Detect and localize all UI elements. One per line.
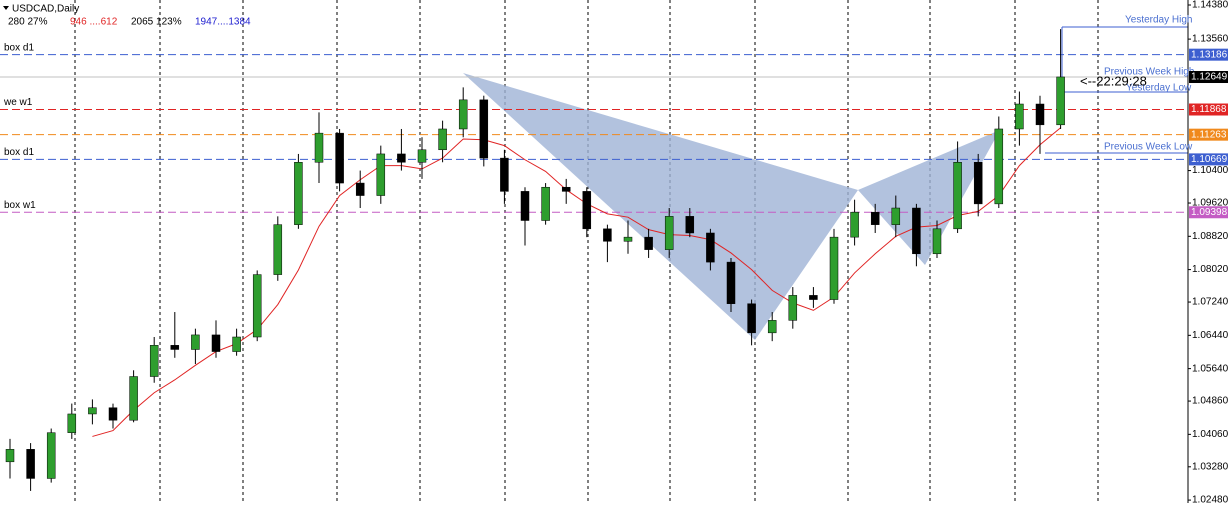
- price-tag: [1189, 71, 1228, 84]
- candle-body: [664, 216, 674, 250]
- annotation: Yesterday Low: [1126, 83, 1192, 94]
- candle-body: [623, 236, 633, 242]
- y-tick-label: 1.13560: [1192, 34, 1228, 45]
- y-tick-label: 1.14380: [1192, 0, 1228, 11]
- candle-body: [541, 186, 550, 221]
- candle-body: [809, 295, 818, 300]
- price-tag-label: 1.10669: [1191, 154, 1228, 165]
- y-tick-label: 1.05640: [1192, 363, 1228, 374]
- annotation: Yesterday High: [1125, 15, 1192, 26]
- price-tag-label: 1.11868: [1191, 104, 1227, 115]
- y-tick-label: 1.08020: [1192, 264, 1228, 275]
- candle-body: [5, 449, 15, 463]
- candle-body: [170, 345, 180, 350]
- candle-body: [88, 407, 97, 415]
- candle-body: [67, 413, 77, 433]
- candle-body: [149, 345, 159, 377]
- candle-body: [582, 191, 592, 230]
- candle-body: [603, 228, 612, 242]
- info-text: 280 27%: [8, 17, 48, 28]
- candle-body: [1035, 103, 1045, 126]
- price-tag: [1189, 48, 1228, 61]
- annotation: Previous Week Low: [1104, 142, 1193, 153]
- level-name: box w1: [4, 200, 36, 211]
- candle-body: [561, 186, 571, 192]
- candle-body: [644, 236, 653, 250]
- candle-body: [726, 261, 736, 304]
- candle-body: [850, 211, 859, 238]
- candle-body: [108, 407, 118, 421]
- candle-body: [1056, 76, 1065, 126]
- price-tag: [1189, 153, 1228, 166]
- candle-body: [232, 336, 241, 352]
- candle-body: [953, 162, 962, 230]
- candle-body: [767, 320, 777, 334]
- price-tag-label: 1.09398: [1191, 207, 1228, 218]
- candle-body: [273, 224, 283, 275]
- candle-body: [129, 376, 138, 421]
- candle-body: [417, 149, 427, 163]
- price-tag-label: 1.12649: [1191, 72, 1228, 83]
- y-tick-label: 1.03280: [1192, 461, 1228, 472]
- candle-body: [1015, 103, 1024, 130]
- harmonic-pattern: [858, 130, 1000, 265]
- candle-body: [891, 207, 901, 225]
- candle-body: [479, 99, 489, 159]
- price-tag-label: 1.13186: [1191, 49, 1228, 60]
- candle-body: [191, 334, 200, 350]
- candle-body: [932, 228, 942, 255]
- price-tag: [1189, 206, 1228, 219]
- candle-body: [376, 153, 386, 196]
- info-text: 946 ....612: [70, 17, 118, 28]
- candle-body: [685, 216, 695, 234]
- y-tick-label: 1.08820: [1192, 231, 1228, 242]
- candle-body: [397, 153, 406, 163]
- harmonic-pattern: [463, 73, 858, 340]
- level-name: we w1: [3, 97, 33, 108]
- candle-body: [747, 303, 756, 334]
- candle-body: [829, 236, 839, 300]
- candle-body: [211, 334, 221, 352]
- symbol-title: USDCAD,Daily: [12, 4, 79, 15]
- candle-body: [458, 99, 468, 130]
- y-tick-label: 1.06440: [1192, 330, 1228, 341]
- candle-body: [314, 132, 324, 163]
- candle-body: [438, 128, 447, 151]
- candle-body: [870, 211, 880, 225]
- candle-body: [520, 191, 530, 221]
- candle-body: [335, 132, 344, 184]
- candle-body: [912, 207, 921, 255]
- info-text: 2065 123%: [131, 17, 182, 28]
- y-tick-label: 1.10400: [1192, 165, 1228, 176]
- candle-body: [788, 295, 798, 321]
- candle-body: [355, 182, 365, 196]
- level-name: box d1: [4, 147, 34, 158]
- y-tick-label: 1.02480: [1192, 495, 1228, 503]
- y-tick-label: 1.07240: [1192, 297, 1228, 308]
- price-tag: [1189, 128, 1228, 141]
- candle-body: [973, 162, 983, 205]
- candle-body: [46, 432, 56, 479]
- menu-arrow: [3, 6, 9, 10]
- candle-body: [500, 157, 509, 192]
- candle-body: [252, 274, 262, 338]
- y-tick-label: 1.04060: [1192, 429, 1228, 440]
- level-name: box d1: [4, 42, 34, 53]
- price-tag: [1189, 103, 1228, 116]
- y-tick-label: 1.04860: [1192, 396, 1228, 407]
- candle-body: [706, 232, 715, 263]
- info-text: 1947....1384: [195, 17, 251, 28]
- candle-body: [994, 128, 1004, 205]
- bar-timer: <--22:29:28: [1080, 73, 1147, 88]
- price-tag-label: 1.11263: [1191, 129, 1227, 140]
- y-tick-label: 1.09620: [1192, 198, 1228, 209]
- annotation: Previous Week High: [1104, 67, 1194, 78]
- candle-body: [294, 162, 303, 225]
- candle-body: [26, 449, 35, 479]
